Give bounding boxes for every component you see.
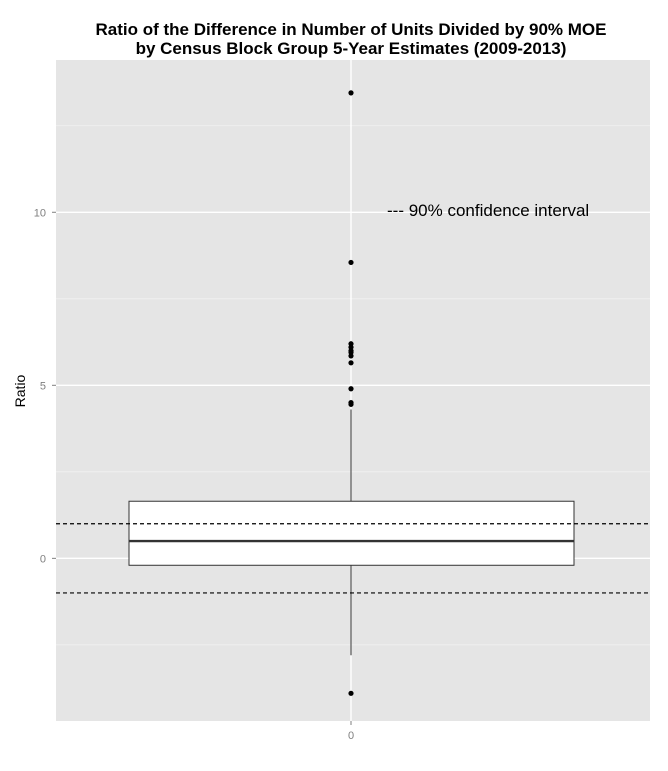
x-axis-ticks: 0 <box>348 721 354 742</box>
outlier-point <box>348 259 354 266</box>
outlier-points <box>348 90 354 696</box>
outlier-point <box>348 386 354 392</box>
x-tick-label: 0 <box>348 730 354 742</box>
y-tick-label: 0 <box>40 553 46 565</box>
outlier-point <box>348 90 354 96</box>
outlier-point <box>348 353 354 359</box>
box-body <box>128 500 575 566</box>
outlier-point <box>348 401 354 407</box>
outlier-point <box>348 690 354 696</box>
y-tick-label: 10 <box>34 207 46 219</box>
confidence-interval-lines <box>56 523 650 594</box>
plot-panel <box>56 60 650 721</box>
chart-title: Ratio of the Difference in Number of Uni… <box>0 20 668 58</box>
chart-title-line-1: Ratio of the Difference in Number of Uni… <box>95 20 607 39</box>
y-axis-ticks: 0 5 10 <box>34 207 56 565</box>
outlier-point <box>348 360 354 366</box>
box <box>128 500 575 566</box>
minor-gridlines <box>56 125 650 646</box>
chart-title-line-2: by Census Block Group 5-Year Estimates (… <box>135 39 567 58</box>
y-axis-label: Ratio <box>12 374 28 407</box>
confidence-interval-annotation: --- 90% confidence interval <box>387 201 589 220</box>
y-tick-label: 5 <box>40 380 46 392</box>
